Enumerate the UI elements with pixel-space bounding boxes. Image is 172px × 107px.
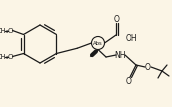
Text: Abs: Abs [93,41,103,45]
Text: O: O [145,62,151,71]
Circle shape [92,36,105,50]
Text: O: O [114,15,120,24]
Text: O: O [126,77,132,86]
Text: NH: NH [114,51,126,59]
Polygon shape [90,50,99,57]
Text: O: O [7,27,13,33]
Text: CH₃: CH₃ [0,54,9,59]
Text: OH: OH [126,33,138,42]
Text: CH₃: CH₃ [0,27,9,33]
Text: O: O [7,54,13,59]
